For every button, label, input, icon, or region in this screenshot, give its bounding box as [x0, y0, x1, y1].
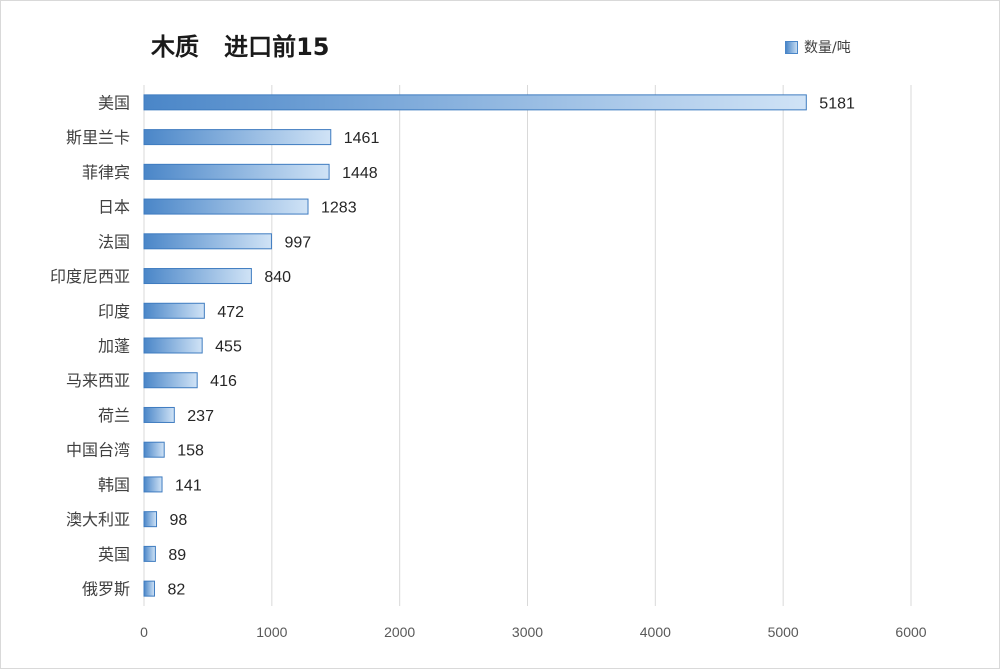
bar — [143, 337, 203, 354]
bar — [143, 129, 332, 146]
legend-label: 数量/吨 — [804, 40, 851, 56]
category-label: 俄罗斯 — [82, 580, 130, 599]
data-label: 158 — [177, 443, 204, 460]
data-label: 472 — [217, 304, 244, 321]
bar — [143, 580, 155, 597]
category-label: 英国 — [98, 545, 130, 564]
x-tick-label: 2000 — [384, 624, 415, 640]
data-label: 89 — [168, 547, 186, 564]
bars — [143, 94, 807, 597]
x-tick-label: 0 — [140, 624, 148, 640]
bar — [143, 406, 175, 423]
x-tick-label: 4000 — [640, 624, 671, 640]
data-label: 5181 — [819, 95, 855, 112]
category-label: 美国 — [98, 93, 130, 112]
bar — [143, 511, 158, 528]
x-tick-label: 5000 — [768, 624, 799, 640]
bar — [143, 302, 205, 319]
category-label: 印度尼西亚 — [50, 267, 130, 286]
category-label: 荷兰 — [98, 406, 130, 425]
category-label: 菲律宾 — [82, 163, 130, 182]
labels: 0 1000 2000 3000 4000 5000 6000 美国 5181 斯里兰卡 1461 菲… — [50, 93, 927, 640]
x-tick-label: 3000 — [512, 624, 543, 640]
data-label: 1283 — [321, 200, 357, 217]
bar — [143, 545, 156, 562]
bar — [143, 372, 198, 389]
x-tick-label: 6000 — [895, 624, 926, 640]
legend-swatch — [785, 40, 798, 54]
data-label: 455 — [215, 339, 242, 356]
category-label: 日本 — [98, 198, 130, 217]
data-label: 1448 — [342, 165, 378, 182]
data-label: 1461 — [344, 130, 380, 147]
data-label: 840 — [264, 269, 291, 286]
bar — [143, 94, 807, 111]
bar — [143, 233, 272, 250]
data-label: 141 — [175, 477, 202, 494]
data-label: 416 — [210, 373, 237, 390]
category-label: 澳大利亚 — [66, 510, 130, 529]
bar — [143, 441, 165, 458]
x-tick-label: 1000 — [256, 624, 287, 640]
category-label: 印度 — [98, 302, 130, 321]
bar — [143, 476, 163, 493]
data-label: 997 — [284, 234, 311, 251]
bar — [143, 163, 330, 180]
legend: 数量/吨 — [785, 37, 851, 57]
data-label: 237 — [187, 408, 214, 425]
gridlines — [143, 85, 912, 606]
chart-title: 木质 进口前15 — [151, 33, 330, 61]
category-label: 加蓬 — [98, 337, 130, 356]
category-label: 斯里兰卡 — [66, 128, 130, 147]
category-label: 法国 — [98, 232, 130, 251]
category-label: 中国台湾 — [66, 441, 130, 460]
bar — [143, 198, 309, 215]
data-label: 98 — [170, 512, 188, 529]
data-label: 82 — [167, 582, 185, 599]
category-label: 马来西亚 — [66, 371, 130, 390]
bar — [143, 268, 252, 285]
category-label: 韩国 — [98, 475, 130, 494]
